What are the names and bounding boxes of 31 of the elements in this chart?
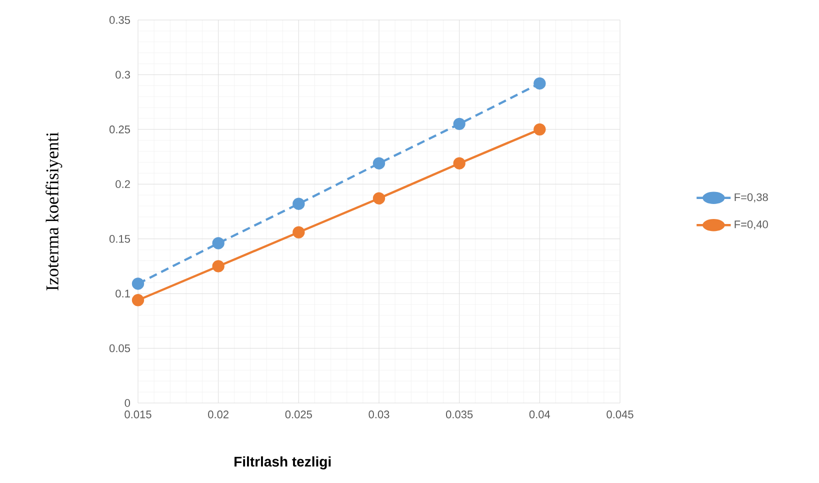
point [534, 123, 546, 136]
y-tick-label: 0.25 [109, 126, 130, 134]
point [453, 118, 466, 130]
y-tick-label: 0.05 [109, 344, 130, 352]
point [534, 77, 546, 90]
legend-label: F=0,38 [734, 193, 768, 202]
y-tick-label: 0.2 [116, 180, 130, 188]
point [292, 198, 305, 210]
point [372, 157, 386, 170]
x-tick-label: 0.02 [208, 410, 228, 418]
x-tick-label: 0.04 [529, 410, 550, 418]
point [292, 226, 305, 238]
x-tick-label: 0.045 [606, 410, 634, 418]
legend-label: F=0,40 [734, 220, 768, 230]
point [453, 157, 466, 170]
y-axis-title: Izoterma koeffisiyenti [46, 132, 62, 290]
y-tick-label: 0.1 [116, 290, 130, 298]
point [212, 237, 224, 250]
y-tick-label: 0 [124, 399, 130, 407]
x-tick-label: 0.025 [285, 410, 312, 418]
y-tick-label: 0.35 [109, 16, 130, 24]
point [132, 294, 144, 306]
y-tick-label: 0.15 [109, 234, 130, 243]
x-tick-label: 0.015 [124, 410, 152, 418]
x-tick-label: 0.03 [368, 410, 390, 418]
point [132, 278, 144, 290]
point [372, 192, 386, 204]
point [212, 260, 224, 272]
y-tick-label: 0.3 [116, 70, 130, 79]
x-axis-title: Filtrlash tezligi [234, 456, 331, 470]
x-tick-label: 0.035 [446, 410, 473, 418]
